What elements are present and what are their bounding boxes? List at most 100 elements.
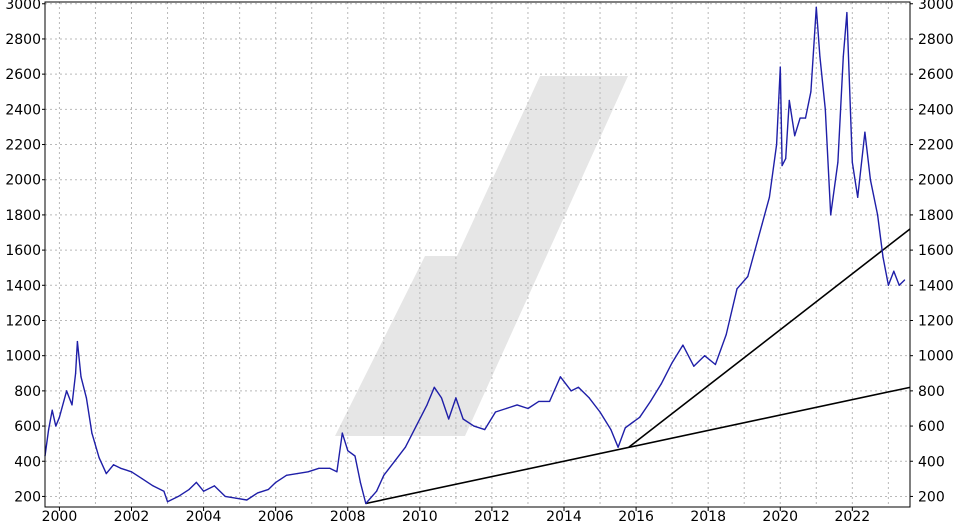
y-tick-label-left: 400	[14, 454, 41, 470]
price-point	[426, 404, 428, 406]
price-point	[130, 471, 133, 473]
price-point	[747, 275, 749, 278]
y-tick-label-left: 2800	[5, 32, 41, 48]
y-tick-label-right: 1400	[918, 278, 954, 294]
price-point	[394, 460, 396, 462]
y-tick-label-left: 800	[14, 384, 41, 400]
price-point	[864, 131, 866, 133]
price-point	[51, 409, 53, 411]
price-point	[903, 279, 906, 281]
price-point	[631, 421, 634, 424]
trend-line-1	[365, 386, 911, 505]
price-point	[768, 196, 771, 198]
trend-lines	[365, 228, 911, 505]
y-tick-label-left: 600	[14, 419, 41, 435]
price-point	[166, 501, 169, 503]
price-point	[898, 284, 900, 286]
price-point	[837, 161, 839, 163]
price-point	[824, 108, 826, 110]
price-point	[577, 386, 580, 388]
x-tick-label: 2010	[402, 509, 438, 523]
price-point	[882, 256, 884, 258]
price-point	[851, 161, 853, 163]
x-tick-label: 2000	[42, 509, 78, 523]
price-point	[347, 450, 349, 452]
price-point	[224, 495, 226, 498]
price-point	[761, 223, 763, 225]
price-point	[804, 117, 807, 119]
y-tick-label-left: 200	[14, 489, 41, 505]
price-point	[307, 471, 309, 473]
y-tick-label-right: 2400	[918, 102, 954, 118]
grid	[45, 2, 910, 507]
y-tick-label-right: 1200	[918, 313, 954, 329]
price-point	[779, 66, 781, 68]
x-tick-label: 2016	[618, 509, 654, 523]
price-point	[516, 404, 518, 406]
y-tick-label-left: 2400	[5, 102, 41, 118]
price-point	[354, 455, 356, 457]
y-tick-label-left: 2200	[5, 138, 41, 154]
price-point	[570, 390, 572, 392]
price-point	[448, 418, 450, 420]
price-point	[876, 214, 879, 216]
y-tick-label-left: 1800	[5, 208, 41, 224]
price-point	[152, 485, 154, 487]
x-tick-label: 2020	[762, 509, 798, 523]
price-point	[336, 471, 338, 473]
y-tick-label-right: 2200	[918, 138, 954, 154]
price-point	[76, 340, 79, 343]
price-point	[365, 502, 367, 505]
price-point	[455, 397, 457, 399]
price-point	[112, 464, 115, 466]
x-tick-label: 2002	[114, 509, 150, 523]
price-point	[80, 376, 82, 378]
price-point	[776, 143, 778, 146]
y-tick-label-left: 2000	[5, 173, 41, 189]
price-point	[58, 416, 61, 418]
price-point	[85, 397, 88, 399]
y-tick-label-left: 3000	[5, 0, 41, 13]
price-point	[559, 376, 561, 378]
x-tick-label: 2014	[546, 509, 582, 523]
price-point	[433, 386, 435, 388]
price-point	[375, 490, 378, 492]
price-point	[91, 432, 93, 434]
price-point	[188, 488, 190, 491]
y-tick-label-left: 1200	[5, 313, 41, 329]
price-point	[693, 365, 695, 367]
price-point	[341, 432, 343, 434]
price-series	[44, 6, 906, 505]
price-point	[177, 495, 179, 498]
price-point	[163, 490, 165, 492]
y-tick-label-right: 2600	[918, 67, 954, 83]
price-point	[815, 6, 817, 8]
price-point	[440, 397, 443, 399]
price-point	[275, 481, 277, 483]
price-point	[660, 383, 662, 385]
y-tick-label-right: 2800	[918, 32, 954, 48]
price-point	[610, 428, 612, 431]
x-tick-label: 2022	[835, 509, 871, 523]
price-point	[714, 363, 716, 366]
price-point	[473, 425, 475, 427]
x-tick-label: 2004	[186, 509, 222, 523]
y-tick-label-right: 800	[918, 384, 945, 400]
price-point	[538, 400, 540, 403]
y-tick-label-right: 3000	[918, 0, 954, 13]
price-point	[736, 288, 738, 290]
price-point	[703, 355, 706, 357]
y-tick-label-left: 1400	[5, 278, 41, 294]
x-tick-label: 2018	[690, 509, 726, 523]
price-point	[869, 179, 871, 181]
price-point	[105, 472, 107, 475]
price-point	[195, 481, 197, 483]
price-point	[66, 390, 68, 392]
y-tick-label-right: 1600	[918, 243, 954, 259]
y-tick-label-right: 200	[918, 489, 945, 505]
price-point	[682, 344, 684, 346]
price-point	[527, 407, 529, 410]
price-point	[415, 425, 417, 427]
price-point	[285, 474, 288, 476]
